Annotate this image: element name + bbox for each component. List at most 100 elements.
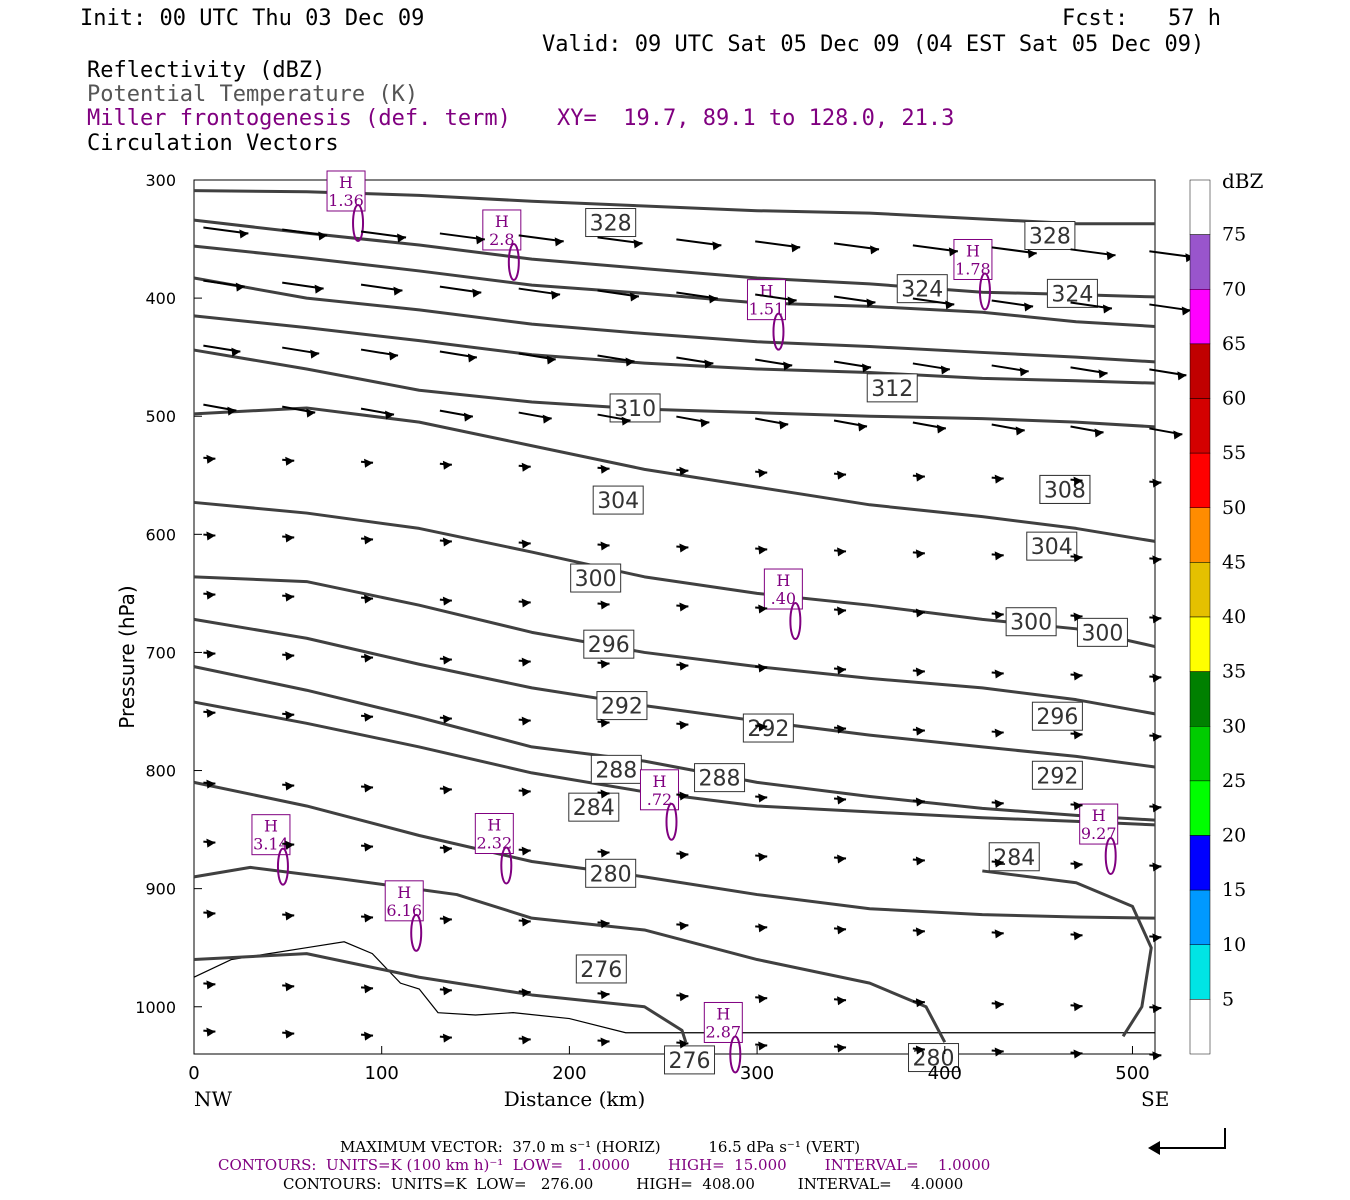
vector-arrowhead	[600, 464, 610, 474]
vector-arrowhead	[285, 456, 295, 466]
vector-arrowhead	[679, 850, 689, 860]
vector-arrowhead	[521, 716, 531, 726]
vector-arrowhead	[758, 923, 768, 933]
theta-label-14-box	[575, 954, 627, 984]
theta-label-extra-9-box	[694, 763, 746, 793]
vector-arrowhead	[442, 986, 452, 996]
vector-arrowhead	[948, 247, 958, 257]
vector-arrowhead	[364, 458, 374, 468]
frontogenesis-max-value-7: 2.32	[477, 834, 513, 853]
vector-arrowhead	[1152, 673, 1162, 683]
vector-arrowhead	[521, 657, 531, 667]
vector-arrowhead	[285, 982, 295, 992]
vector-arrowhead	[206, 590, 216, 600]
theta-label-extra-6: 296	[1036, 705, 1078, 730]
vector-arrowhead	[467, 353, 477, 363]
colorbar-tick-50: 50	[1222, 497, 1246, 519]
vector-arrowhead	[1152, 933, 1162, 943]
frontogenesis-contour-6	[276, 847, 289, 886]
vector-arrowhead	[837, 795, 847, 805]
vector-arrowhead	[206, 531, 216, 541]
y-tick-label-0: 300	[145, 171, 176, 190]
vector-arrowhead	[206, 838, 216, 848]
vector-arrowhead	[206, 909, 216, 919]
vector-arrowhead	[442, 844, 452, 854]
frontogenesis-max-value-6: 3.14	[253, 835, 289, 854]
theta-label-14: 276	[580, 958, 622, 983]
vector-arrowhead	[521, 1035, 531, 1045]
vector-arrowhead	[600, 848, 610, 858]
vector-arrowhead	[521, 462, 531, 472]
theta-contour-276	[193, 952, 688, 1043]
y-tick-label-4: 700	[145, 643, 176, 662]
theta-contour-info: CONTOURS: UNITS=K LOW= 276.00 HIGH= 408.…	[283, 1175, 964, 1193]
y-axis-label: Pressure (hPa)	[115, 585, 139, 728]
vector-arrowhead	[1094, 428, 1104, 438]
frontogenesis-max-value-9: 9.27	[1081, 824, 1117, 843]
vector-arrowhead	[600, 659, 610, 669]
frontogenesis-contour-1	[507, 242, 520, 281]
theta-contour-300	[193, 575, 1156, 716]
vector-arrowhead	[521, 539, 531, 549]
vector-arrowhead	[779, 420, 789, 430]
colorbar-swatch	[1189, 289, 1211, 345]
vector-arrowhead	[994, 610, 1004, 620]
maximum-vector-note: MAXIMUM VECTOR: 37.0 m s⁻¹ (HORIZ) 16.5 …	[340, 1138, 861, 1156]
vector-arrowhead	[679, 720, 689, 730]
colorbar-swatch	[1189, 562, 1211, 618]
vector-arrowhead	[475, 235, 485, 245]
theta-label-12-box	[568, 792, 620, 822]
theta-contour-316	[193, 276, 1156, 364]
vector-arrowhead	[1152, 1051, 1162, 1061]
theta-label-15: 284	[993, 846, 1035, 871]
vector-arrowhead	[915, 667, 925, 677]
theta-label-5: 310	[614, 397, 656, 422]
colorbar-swatch	[1189, 234, 1211, 290]
vector-arrowhead	[783, 361, 793, 371]
vector-arrowhead	[314, 284, 324, 294]
colorbar-swatch	[1189, 889, 1211, 945]
vector-arrowhead	[758, 663, 768, 673]
vector-arrowhead	[915, 726, 925, 736]
vector-arrowhead	[1102, 304, 1112, 314]
vector-arrowhead	[285, 710, 295, 720]
field-circulation-vectors: Circulation Vectors	[87, 131, 339, 156]
vector-arrowhead	[837, 996, 847, 1006]
vector-arrowhead	[994, 1000, 1004, 1010]
y-tick-label-2: 500	[145, 407, 176, 426]
frontogenesis-contour-10	[729, 1035, 742, 1074]
vector-arrowhead	[285, 781, 295, 791]
vector-arrowhead	[442, 785, 452, 795]
vector-arrowhead	[393, 286, 403, 296]
vector-arrowhead	[679, 1039, 689, 1049]
theta-label-7: 304	[597, 489, 639, 514]
field-frontogenesis: Miller frontogenesis (def. term)	[87, 106, 511, 131]
vector-arrowhead	[629, 292, 639, 302]
vector-arrowhead	[679, 992, 689, 1002]
colorbar-swatch	[1189, 726, 1211, 782]
colorbar-swatch	[1189, 671, 1211, 727]
colorbar-tick-15: 15	[1222, 879, 1246, 901]
vector-arrowhead	[1173, 430, 1183, 440]
vector-arrowhead	[364, 712, 374, 722]
colorbar-swatch	[1189, 179, 1211, 235]
vector-arrowhead	[521, 917, 531, 927]
vector-arrowhead	[442, 460, 452, 470]
colorbar-swatch	[1189, 398, 1211, 454]
vector-arrowhead	[600, 789, 610, 799]
vector-arrowhead	[837, 854, 847, 864]
vector-arrowhead	[442, 655, 452, 665]
y-tick-label-5: 800	[145, 762, 176, 781]
x-tick-label-3: 300	[740, 1063, 774, 1084]
vector-arrowhead	[1152, 862, 1162, 872]
colorbar-swatch	[1189, 616, 1211, 672]
vector-arrowhead	[712, 241, 722, 251]
vector-arrowhead	[442, 596, 452, 606]
colorbar-swatch	[1189, 343, 1211, 399]
vector-arrowhead	[1177, 371, 1187, 381]
vector-arrowhead	[679, 602, 689, 612]
vector-arrowhead	[915, 549, 925, 559]
vector-arrowhead	[758, 852, 768, 862]
init-time: Init: 00 UTC Thu 03 Dec 09	[80, 6, 425, 31]
